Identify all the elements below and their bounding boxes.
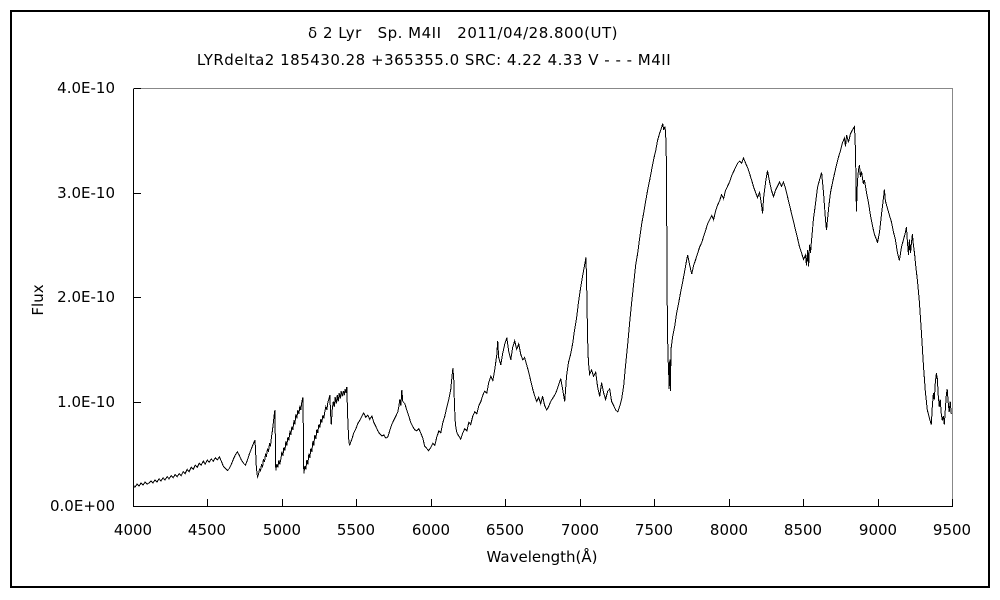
x-tick-label: 4500 bbox=[187, 521, 227, 539]
y-tick-label: 1.0E-10 bbox=[57, 393, 115, 411]
axis-ticks bbox=[133, 88, 953, 507]
x-axis-title: Wavelength(Å) bbox=[486, 548, 598, 566]
x-tick-label: 8500 bbox=[783, 521, 823, 539]
y-tick-label: 0.0E+00 bbox=[50, 497, 115, 515]
y-tick-label: 3.0E-10 bbox=[57, 184, 115, 202]
y-tick-label: 2.0E-10 bbox=[57, 288, 115, 306]
x-tick-label: 8000 bbox=[709, 521, 749, 539]
x-tick-label: 6000 bbox=[411, 521, 451, 539]
x-tick-label: 5500 bbox=[336, 521, 376, 539]
series-spectrum bbox=[132, 123, 952, 489]
x-tick-label: 9500 bbox=[932, 521, 972, 539]
x-tick-label: 9000 bbox=[858, 521, 898, 539]
spectrum-line bbox=[132, 123, 952, 489]
x-tick-label: 7000 bbox=[560, 521, 600, 539]
chart-title-line1: δ 2 Lyr Sp. M4II 2011/04/28.800(UT) bbox=[307, 24, 619, 42]
outer-border bbox=[10, 10, 990, 588]
chart-title-line2: LYRdelta2 185430.28 +365355.0 SRC: 4.22 … bbox=[196, 51, 672, 69]
x-tick-label: 4000 bbox=[113, 521, 153, 539]
x-tick-label: 6500 bbox=[485, 521, 525, 539]
plot-frame bbox=[133, 88, 953, 507]
x-tick-label: 5000 bbox=[262, 521, 302, 539]
y-tick-label: 4.0E-10 bbox=[57, 79, 115, 97]
x-tick-label: 7500 bbox=[634, 521, 674, 539]
